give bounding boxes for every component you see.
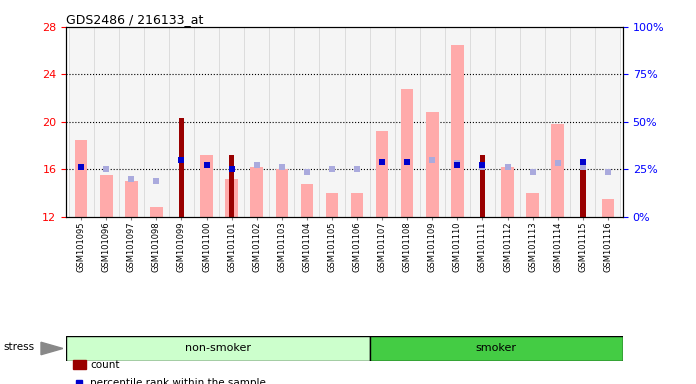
Bar <box>345 27 370 217</box>
Bar <box>370 217 395 340</box>
Bar <box>395 217 420 340</box>
Bar <box>244 27 269 217</box>
Bar <box>595 217 620 340</box>
Bar <box>370 336 623 361</box>
Bar <box>226 179 238 217</box>
Bar <box>520 27 545 217</box>
Text: stress: stress <box>3 342 34 352</box>
Bar <box>119 27 144 217</box>
Bar <box>69 27 94 217</box>
Bar <box>470 217 495 340</box>
Bar <box>480 155 485 217</box>
Bar <box>229 155 235 217</box>
Bar <box>244 217 269 340</box>
Bar <box>150 207 163 217</box>
Bar <box>545 217 570 340</box>
Bar <box>445 217 470 340</box>
Bar <box>470 27 495 217</box>
Bar <box>169 27 194 217</box>
Bar <box>194 217 219 340</box>
Bar <box>580 164 585 217</box>
Bar <box>401 89 413 217</box>
Bar <box>395 27 420 217</box>
Polygon shape <box>41 342 63 355</box>
Bar <box>551 124 564 217</box>
Bar <box>269 27 294 217</box>
Bar <box>144 217 169 340</box>
Bar <box>595 27 620 217</box>
Bar <box>526 193 539 217</box>
Bar <box>545 27 570 217</box>
Bar <box>294 217 319 340</box>
Bar <box>420 217 445 340</box>
Bar <box>520 217 545 340</box>
Bar <box>194 27 219 217</box>
Bar <box>69 217 94 340</box>
Bar <box>445 27 470 217</box>
Bar <box>420 27 445 217</box>
Bar <box>219 27 244 217</box>
Bar <box>66 336 370 361</box>
Bar <box>269 217 294 340</box>
Bar <box>451 45 464 217</box>
Bar <box>370 27 395 217</box>
Bar <box>276 169 288 217</box>
Bar <box>179 118 184 217</box>
Bar <box>94 217 119 340</box>
Bar <box>100 175 113 217</box>
Bar <box>144 27 169 217</box>
Text: GDS2486 / 216133_at: GDS2486 / 216133_at <box>66 13 203 26</box>
Bar <box>169 217 194 340</box>
Bar <box>219 217 244 340</box>
Bar <box>351 193 363 217</box>
Bar <box>570 217 595 340</box>
Text: percentile rank within the sample: percentile rank within the sample <box>90 378 267 384</box>
Bar <box>345 217 370 340</box>
Text: smoker: smoker <box>476 343 517 354</box>
Bar <box>319 27 345 217</box>
Bar <box>319 217 345 340</box>
Bar <box>376 131 388 217</box>
Bar <box>326 193 338 217</box>
Bar <box>94 27 119 217</box>
Bar <box>570 27 595 217</box>
Text: count: count <box>90 360 120 370</box>
Bar <box>495 217 520 340</box>
Bar <box>301 184 313 217</box>
Bar <box>426 113 438 217</box>
Text: non-smoker: non-smoker <box>185 343 251 354</box>
Bar <box>75 140 88 217</box>
Bar <box>294 27 319 217</box>
Bar <box>501 167 514 217</box>
Bar <box>125 181 138 217</box>
Bar <box>251 167 263 217</box>
Bar <box>495 27 520 217</box>
Bar <box>601 199 614 217</box>
Bar <box>200 155 213 217</box>
Bar <box>119 217 144 340</box>
